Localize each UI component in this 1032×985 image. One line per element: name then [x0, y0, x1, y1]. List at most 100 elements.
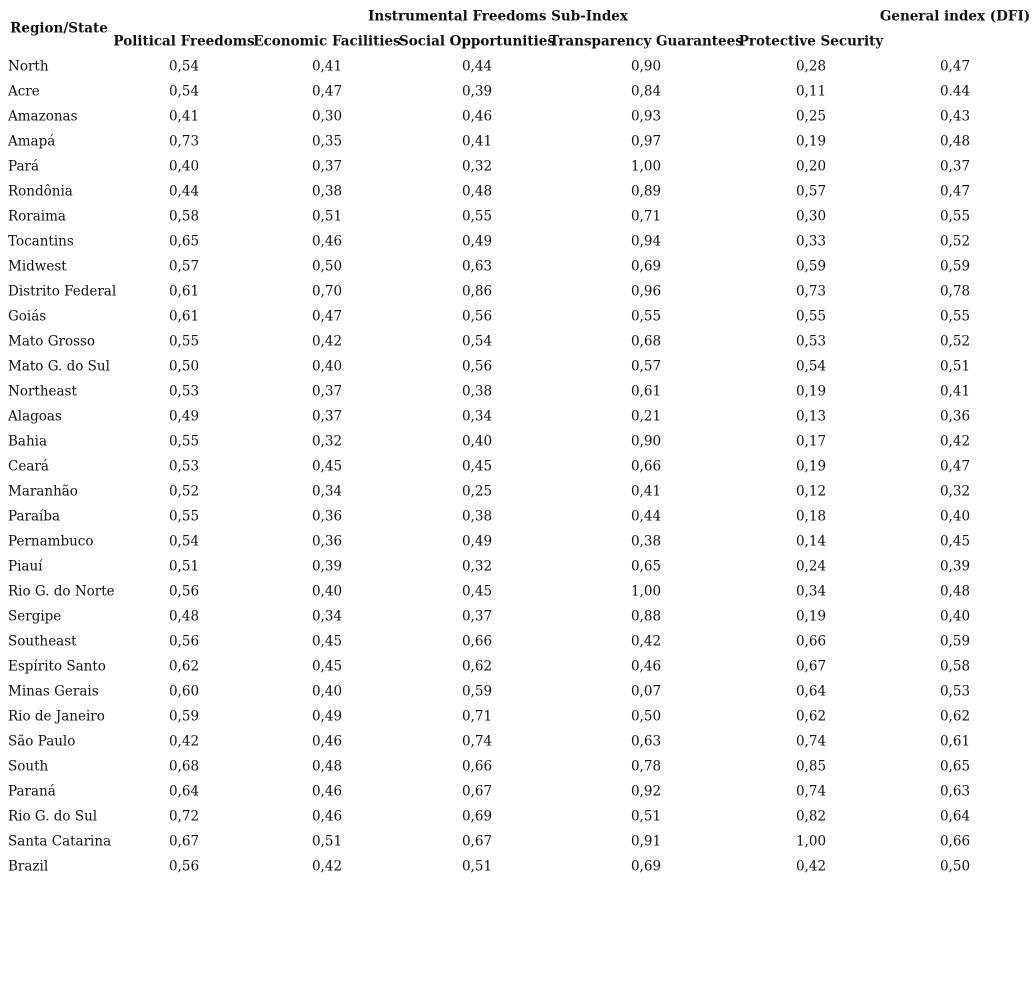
cell-value: 0,55 [631, 309, 661, 325]
cell-value: 0,45 [940, 534, 970, 550]
row-label: Espírito Santo [8, 659, 106, 675]
cell-value: 0,34 [796, 584, 826, 600]
cell-value: 0,67 [796, 659, 826, 675]
cell-value: 0,58 [940, 659, 970, 675]
row-label: Bahia [8, 434, 47, 450]
row-label: Rio de Janeiro [8, 709, 105, 725]
cell-value: 0,69 [631, 859, 661, 875]
row-label: São Paulo [8, 734, 75, 750]
cell-value: 0,71 [462, 709, 492, 725]
cell-value: 0,55 [169, 509, 199, 525]
cell-value: 0,40 [169, 159, 199, 175]
cell-value: 0,32 [462, 559, 492, 575]
cell-value: 0,59 [169, 709, 199, 725]
cell-value: 0,74 [796, 734, 826, 750]
cell-value: 0,25 [796, 109, 826, 125]
cell-value: 0,72 [169, 809, 199, 825]
column-header: Political Freedoms [113, 34, 255, 50]
cell-value: 0,41 [169, 109, 199, 125]
cell-value: 0,46 [312, 809, 342, 825]
cell-value: 0,55 [462, 209, 492, 225]
cell-value: 0,47 [312, 309, 342, 325]
cell-value: 0,68 [631, 334, 661, 350]
cell-value: 0,38 [631, 534, 661, 550]
cell-value: 0,48 [940, 134, 970, 150]
cell-value: 0,66 [631, 459, 661, 475]
cell-value: 0,66 [462, 759, 492, 775]
cell-value: 0,64 [940, 809, 970, 825]
cell-value: 0,14 [796, 534, 826, 550]
cell-value: 0,90 [631, 434, 661, 450]
cell-value: 0,66 [940, 834, 970, 850]
cell-value: 1,00 [631, 584, 661, 600]
cell-value: 0,47 [940, 59, 970, 75]
cell-value: 0,51 [462, 859, 492, 875]
header-group: Instrumental Freedoms Sub-Index [368, 9, 629, 25]
cell-value: 0,65 [940, 759, 970, 775]
cell-value: 0,94 [631, 234, 661, 250]
cell-value: 0,32 [462, 159, 492, 175]
cell-value: 0,47 [940, 184, 970, 200]
row-label: Pernambuco [8, 534, 94, 550]
cell-value: 0,61 [631, 384, 661, 400]
cell-value: 0,88 [631, 609, 661, 625]
cell-value: 0,64 [796, 684, 826, 700]
cell-value: 0,53 [169, 384, 199, 400]
row-label: Minas Gerais [8, 684, 99, 700]
header-region: Region/State [10, 21, 108, 37]
cell-value: 0,52 [169, 484, 199, 500]
row-label: Paraná [8, 784, 56, 800]
cell-value: 0,64 [169, 784, 199, 800]
cell-value: 0,51 [940, 359, 970, 375]
cell-value: 0,44 [462, 59, 492, 75]
cell-value: 0,78 [631, 759, 661, 775]
row-label: Northeast [8, 384, 77, 400]
cell-value: 0,33 [796, 234, 826, 250]
row-label: Brazil [8, 859, 48, 875]
cell-value: 0,42 [312, 859, 342, 875]
cell-value: 0,11 [796, 84, 826, 100]
cell-value: 0,58 [169, 209, 199, 225]
cell-value: 0,19 [796, 384, 826, 400]
cell-value: 0,39 [312, 559, 342, 575]
cell-value: 0,61 [169, 284, 199, 300]
cell-value: 0,19 [796, 459, 826, 475]
cell-value: 0,57 [631, 359, 661, 375]
cell-value: 0,45 [312, 659, 342, 675]
cell-value: 0,90 [631, 59, 661, 75]
cell-value: 0,54 [169, 59, 199, 75]
column-header: Social Opportunities [399, 34, 555, 50]
cell-value: 0,63 [631, 734, 661, 750]
cell-value: 0,89 [631, 184, 661, 200]
cell-value: 0,59 [940, 259, 970, 275]
cell-value: 0,45 [312, 634, 342, 650]
cell-value: 0,39 [940, 559, 970, 575]
cell-value: 0,45 [462, 584, 492, 600]
cell-value: 0,67 [462, 784, 492, 800]
cell-value: 0,84 [631, 84, 661, 100]
cell-value: 0,42 [796, 859, 826, 875]
cell-value: 0,49 [312, 709, 342, 725]
cell-value: 0,59 [940, 634, 970, 650]
row-label: Maranhão [8, 484, 78, 500]
cell-value: 0,30 [796, 209, 826, 225]
cell-value: 0,59 [462, 684, 492, 700]
cell-value: 0,30 [312, 109, 342, 125]
cell-value: 0,46 [631, 659, 661, 675]
cell-value: 0,34 [312, 609, 342, 625]
cell-value: 0,20 [796, 159, 826, 175]
cell-value: 0,07 [631, 684, 661, 700]
cell-value: 0,48 [169, 609, 199, 625]
cell-value: 0,37 [462, 609, 492, 625]
cell-value: 0,73 [169, 134, 199, 150]
cell-value: 0,47 [940, 459, 970, 475]
cell-value: 0,46 [462, 109, 492, 125]
cell-value: 0,46 [312, 234, 342, 250]
row-label: Amapá [7, 134, 55, 150]
cell-value: 0,69 [631, 259, 661, 275]
cell-value: 0,12 [796, 484, 826, 500]
row-label: Rio G. do Sul [8, 809, 97, 825]
row-label: Acre [7, 84, 40, 100]
cell-value: 0,42 [940, 434, 970, 450]
